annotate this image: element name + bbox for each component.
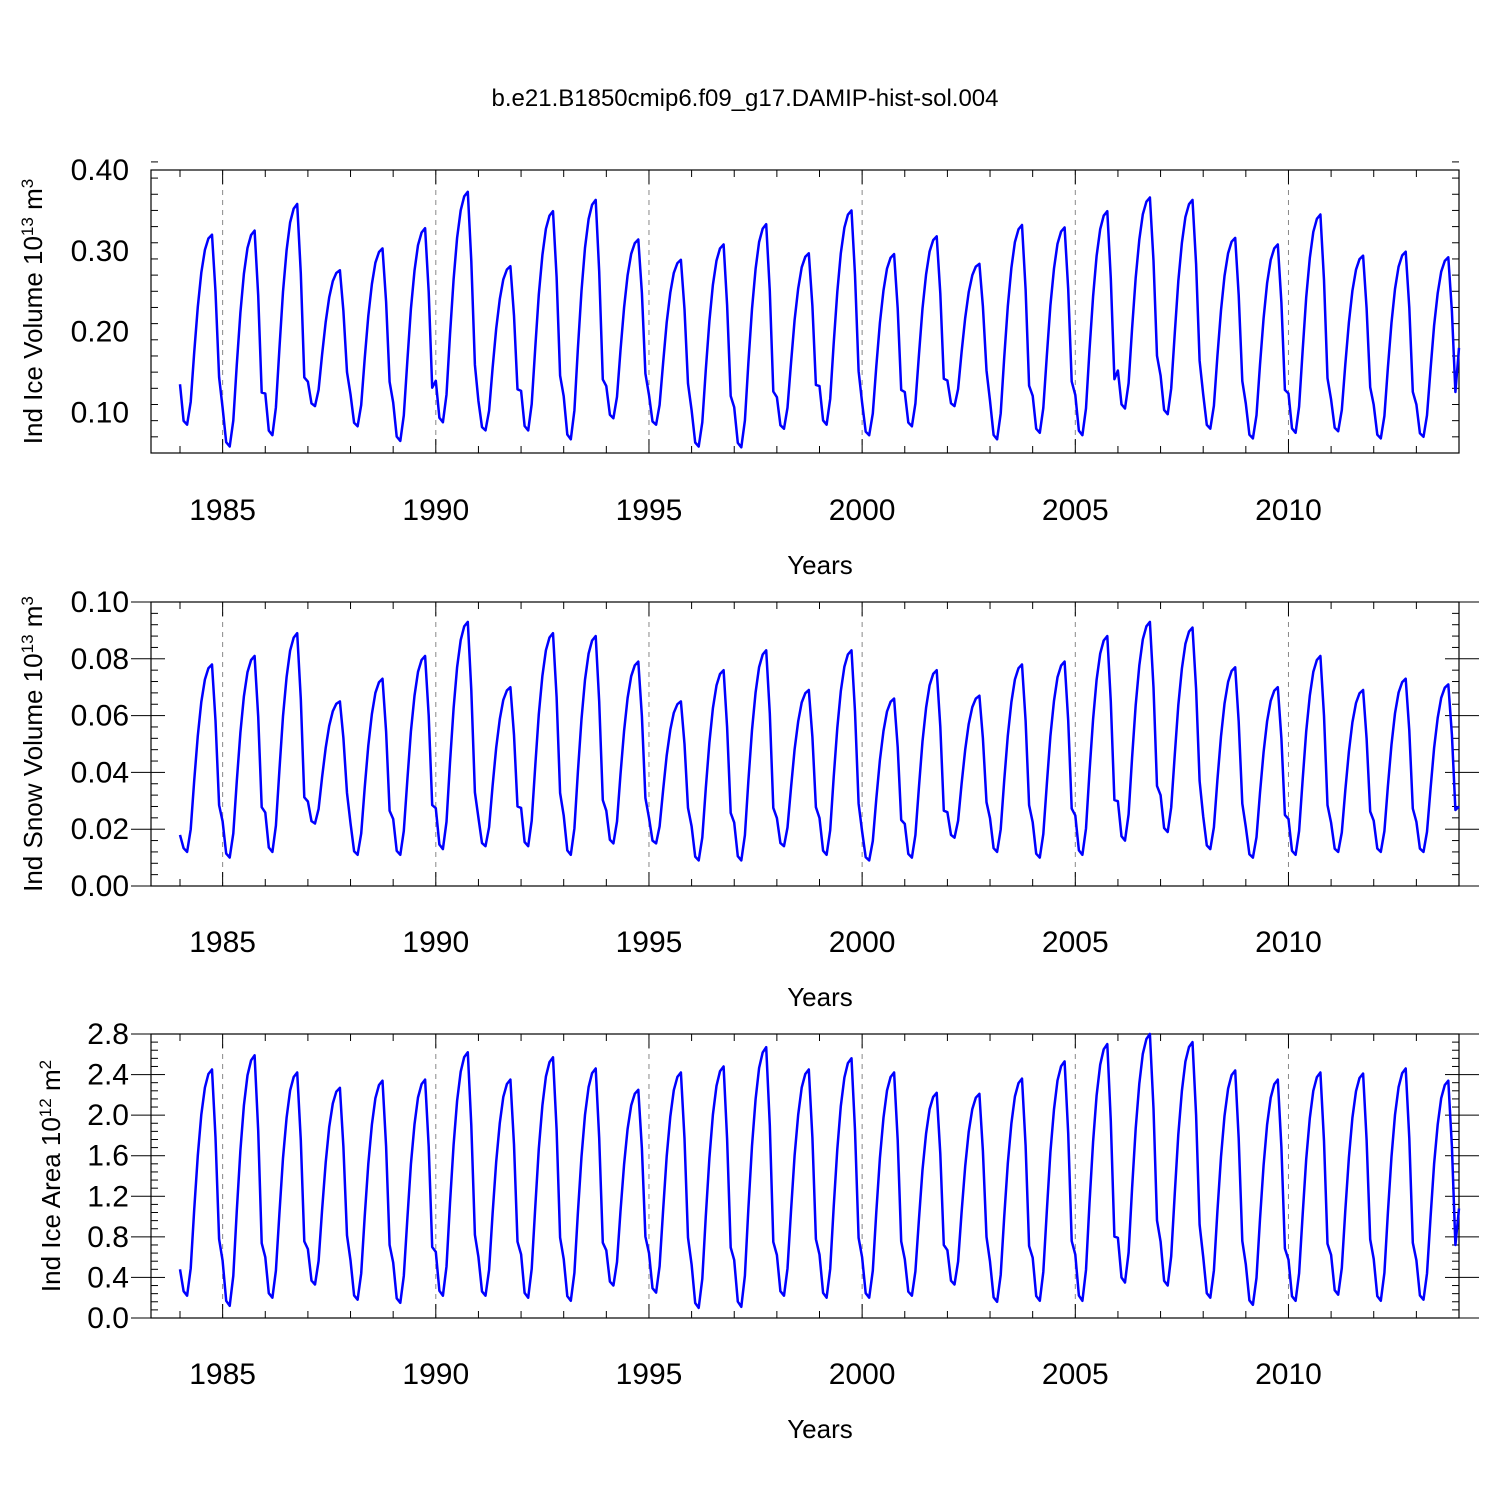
x-tick-label: 1995 [616, 494, 683, 527]
series-line [178, 1032, 1461, 1310]
y-tick-label: 0.10 [71, 586, 129, 619]
x-tick-label: 2000 [829, 926, 896, 959]
x-tick-label: 2010 [1255, 926, 1322, 959]
y-tick-label: 0.40 [71, 154, 129, 187]
plot-frame [150, 169, 1460, 454]
x-tick-label: 1985 [189, 1358, 256, 1391]
x-tick-label: 1990 [402, 494, 469, 527]
x-tick-label: 1995 [616, 926, 683, 959]
y-tick-label: 2.0 [87, 1099, 129, 1132]
x-tick-label: 2000 [829, 1358, 896, 1391]
series-line [178, 620, 1460, 862]
x-axis-label: Years [787, 982, 853, 1012]
x-tick-label: 2005 [1042, 1358, 1109, 1391]
y-tick-label: 0.04 [71, 756, 129, 789]
plot-frame [150, 1033, 1460, 1319]
x-tick-label: 2000 [829, 494, 896, 527]
x-axis-label: Years [787, 1414, 853, 1444]
series-line [178, 190, 1461, 449]
y-axis-label: Ind Ice Area 1012 m2 [36, 1060, 67, 1292]
y-tick-label: 1.6 [87, 1140, 129, 1173]
chart-panel-3: 1985 1990 1995 2000 2005 2010 Years 0.0 0.4 0.8 1.… [36, 1018, 1479, 1444]
y-tick-label: 0.4 [87, 1261, 129, 1294]
y-tick-label: 0.06 [71, 700, 129, 733]
y-tick-label: 0.00 [71, 870, 129, 903]
y-axis-label: Ind Snow Volume 1013 m3 [18, 596, 49, 892]
y-tick-label: 0.10 [71, 397, 129, 430]
y-tick-label: 0.30 [71, 235, 129, 268]
x-tick-label: 2005 [1042, 926, 1109, 959]
chart-panel-2: 1985 1990 1995 2000 2005 2010 Years 0.00 0.02 0.0… [18, 586, 1479, 1012]
y-tick-label: 2.4 [87, 1059, 129, 1092]
x-axis-label: Years [787, 550, 853, 580]
y-tick-label: 1.2 [87, 1180, 129, 1213]
y-tick-label: 0.8 [87, 1221, 129, 1254]
y-axis-label: Ind Ice Volume 1013 m3 [18, 179, 49, 444]
y-tick-label: 0.08 [71, 643, 129, 676]
y-tick-label: 2.8 [87, 1018, 129, 1051]
y-tick-label: 0.20 [71, 316, 129, 349]
y-tick-label: 0.02 [71, 813, 129, 846]
x-tick-label: 1995 [616, 1358, 683, 1391]
plot-frame [150, 601, 1460, 887]
x-tick-label: 1985 [189, 494, 256, 527]
x-tick-label: 2005 [1042, 494, 1109, 527]
x-tick-label: 1985 [189, 926, 256, 959]
figure-title: b.e21.B1850cmip6.f09_g17.DAMIP-hist-sol.… [492, 85, 999, 112]
x-tick-label: 2010 [1255, 1358, 1322, 1391]
x-tick-label: 2010 [1255, 494, 1322, 527]
y-tick-label: 0.0 [87, 1302, 129, 1335]
chart-panel-1: 1985 1990 1995 2000 2005 2010 Years 0.10 0.20 0.3… [18, 154, 1461, 580]
x-tick-label: 1990 [402, 1358, 469, 1391]
x-tick-label: 1990 [402, 926, 469, 959]
